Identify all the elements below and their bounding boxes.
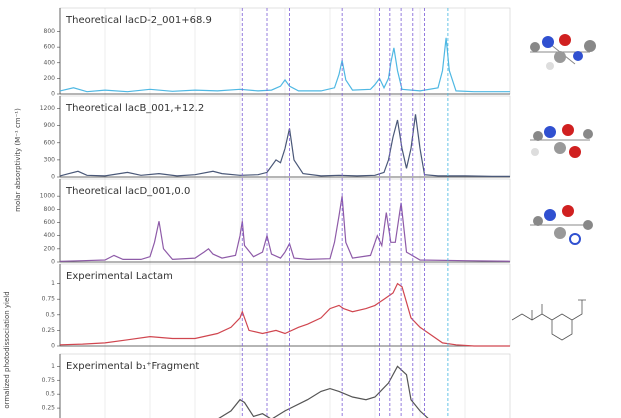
y-tick-label: 1000	[40, 193, 55, 200]
panel-title: Theoretical lacB_001,+12.2	[65, 103, 204, 114]
y-tick-label: 0	[51, 174, 55, 181]
y-tick-label: 0.25	[42, 327, 56, 334]
spectrum-line	[195, 366, 443, 418]
y-tick-label: 0.75	[42, 296, 56, 303]
y-tick-label: 600	[44, 139, 56, 146]
y-tick-label: 0	[51, 259, 55, 266]
molecule	[530, 124, 593, 158]
y-tick-label: 0	[51, 343, 55, 350]
y-tick-label: 200	[44, 245, 56, 252]
y-tick-label: 900	[44, 122, 56, 129]
panel-title: Theoretical lacD_001,0.0	[65, 186, 190, 197]
y-tick-label: 800	[44, 28, 56, 35]
y-tick-label: 1	[51, 280, 55, 287]
y-axis-label: molar absorptivity (M⁻¹ cm⁻¹)	[14, 108, 22, 212]
y-axis-label: ormalized photodissociation yield	[3, 291, 11, 408]
panel-title: Theoretical lacD-2_001+68.9	[65, 15, 212, 26]
y-tick-label: 1	[51, 363, 55, 370]
molecule	[530, 205, 593, 244]
molecule	[530, 34, 596, 70]
y-tick-label: 600	[44, 219, 56, 226]
y-tick-label: 800	[44, 206, 56, 213]
y-tick-label: 200	[44, 75, 56, 82]
y-tick-label: 0.5	[45, 311, 55, 318]
y-tick-label: 300	[44, 156, 56, 163]
figure: molar absorptivity (M⁻¹ cm⁻¹) ormalized …	[0, 0, 621, 418]
y-tick-label: 0.75	[42, 377, 56, 384]
y-tick-label: 400	[44, 59, 56, 66]
y-tick-label: 400	[44, 232, 56, 239]
structure-drawing	[512, 300, 586, 340]
y-tick-label: 0.5	[45, 391, 55, 398]
panel-title: Experimental Lactam	[66, 271, 173, 282]
y-tick-label: 600	[44, 44, 56, 51]
y-tick-label: 0	[51, 91, 55, 98]
y-tick-label: 1200	[40, 105, 55, 112]
panel-title: Experimental b₁⁺Fragment	[66, 361, 199, 372]
y-tick-label: 0.25	[42, 405, 56, 412]
